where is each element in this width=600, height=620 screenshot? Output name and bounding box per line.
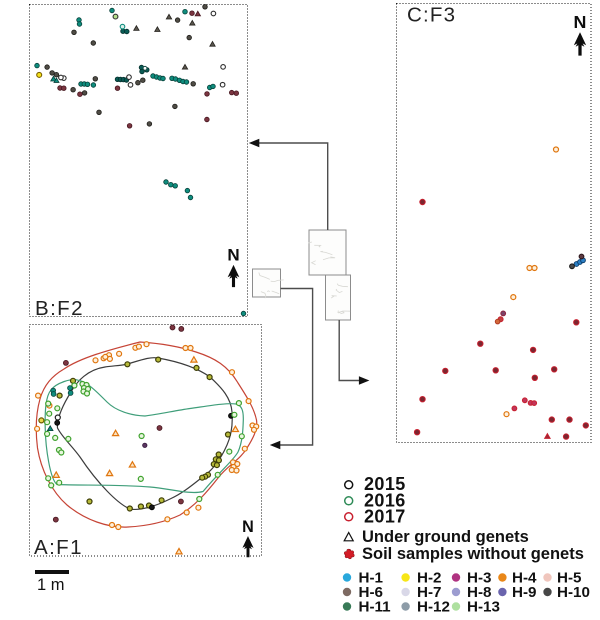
svg-text:H-10: H-10	[557, 584, 590, 601]
svg-text:B:F2: B:F2	[35, 297, 84, 320]
svg-text:H-11: H-11	[359, 599, 392, 616]
svg-text:H-4: H-4	[512, 570, 537, 587]
svg-text:H-13: H-13	[467, 599, 500, 616]
svg-text:H-6: H-6	[359, 584, 383, 601]
svg-text:N: N	[574, 12, 587, 32]
svg-text:Soil samples without genets: Soil samples without genets	[362, 545, 584, 563]
svg-text:2017: 2017	[364, 507, 406, 527]
svg-text:N: N	[227, 246, 239, 265]
svg-text:H-1: H-1	[359, 570, 384, 587]
svg-text:H-3: H-3	[467, 570, 491, 587]
svg-text:H-12: H-12	[417, 599, 450, 616]
svg-text:C:F3: C:F3	[407, 4, 456, 27]
svg-text:H-5: H-5	[557, 570, 582, 587]
svg-text:1 m: 1 m	[37, 576, 65, 594]
svg-text:H-9: H-9	[512, 584, 536, 601]
svg-text:2015: 2015	[364, 474, 406, 494]
svg-text:A:F1: A:F1	[34, 536, 83, 559]
svg-text:H-8: H-8	[467, 584, 491, 601]
svg-text:N: N	[242, 518, 254, 536]
svg-text:H-7: H-7	[417, 584, 441, 601]
svg-text:H-2: H-2	[417, 570, 441, 587]
svg-text:Under ground genets: Under ground genets	[362, 528, 529, 546]
svg-text:2016: 2016	[364, 491, 406, 511]
